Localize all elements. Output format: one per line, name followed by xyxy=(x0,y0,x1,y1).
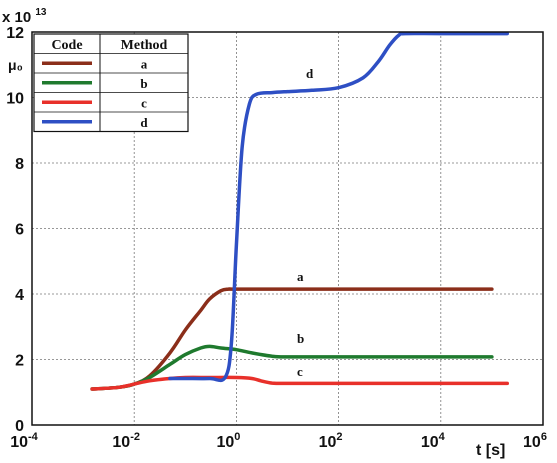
y-tick-label: 10 xyxy=(6,91,24,108)
series-label-c: c xyxy=(297,364,303,379)
y-tick-label: 0 xyxy=(15,418,24,435)
x-tick-label: 100 xyxy=(216,431,240,451)
y-axis-label: μ₀ xyxy=(8,57,23,73)
tick-labels: 0 2 4 6 8 10 12 10-4 10-2 100 102 104 106 xyxy=(6,25,547,451)
series-layer xyxy=(90,31,510,391)
legend-method-b: b xyxy=(140,76,147,91)
x-axis-label: t [s] xyxy=(476,442,505,459)
y-tick-label: 6 xyxy=(15,222,24,239)
series-label-d: d xyxy=(306,66,314,81)
x-tick-label: 10-2 xyxy=(112,431,140,451)
legend-method-a: a xyxy=(141,56,148,71)
legend-method-c: c xyxy=(141,95,147,110)
x-tick-label: 102 xyxy=(319,431,343,451)
plot-frame xyxy=(31,31,544,426)
y-tick-label: 2 xyxy=(15,353,24,370)
series-label-b: b xyxy=(297,331,304,346)
x-tick-label: 104 xyxy=(421,431,446,451)
series-label-a: a xyxy=(297,269,304,284)
legend-header-code: Code xyxy=(51,38,82,53)
y-tick-label: 8 xyxy=(15,156,24,173)
y-tick-label: 12 xyxy=(6,25,24,42)
y-multiplier: x 10 13 xyxy=(2,7,47,26)
series-line-d xyxy=(168,31,510,383)
x-tick-label: 10-4 xyxy=(10,431,38,451)
legend-header-method: Method xyxy=(121,38,168,53)
legend-method-d: d xyxy=(140,115,148,130)
series-line-c xyxy=(90,375,510,391)
series-annotations: a b c d xyxy=(297,66,314,379)
x-tick-label: 106 xyxy=(523,431,547,451)
y-tick-label: 4 xyxy=(15,287,24,304)
